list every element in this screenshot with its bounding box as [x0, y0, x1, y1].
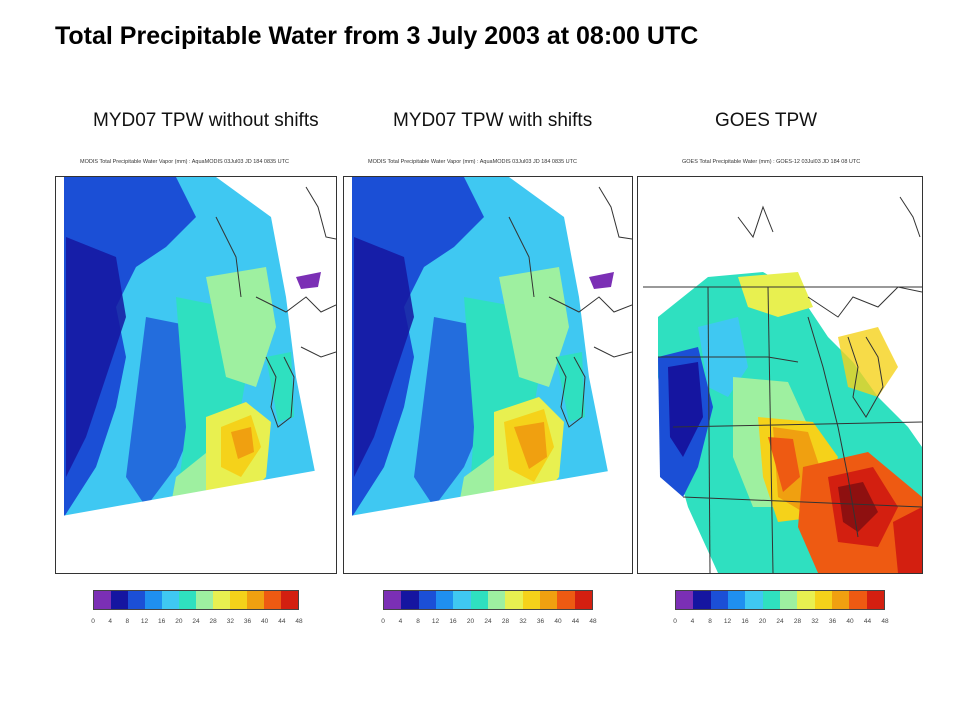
- colorbar-swatch: [727, 591, 746, 609]
- tick-label: 4: [398, 618, 403, 625]
- tick-label: 8: [708, 618, 712, 625]
- colorbar-swatch: [196, 591, 213, 609]
- panel-title: MYD07 TPW without shifts: [93, 110, 319, 131]
- tick-label: 4: [108, 618, 112, 625]
- colorbar-swatch: [111, 591, 128, 609]
- colorbar-swatch: [487, 591, 506, 609]
- colorbar: [675, 590, 885, 610]
- colorbar-swatch: [574, 591, 592, 609]
- colorbar-swatch: [849, 591, 867, 609]
- tick-label: 44: [863, 618, 872, 625]
- colorbar-swatch: [281, 591, 298, 609]
- colorbar-swatch: [384, 591, 402, 609]
- tick-label: 36: [536, 618, 545, 625]
- colorbar-swatch: [470, 591, 488, 609]
- tick-label: 20: [466, 618, 475, 625]
- colorbar-swatch: [213, 591, 230, 609]
- tick-label: 4: [690, 618, 695, 625]
- tick-label: 24: [192, 618, 200, 625]
- tick-label: 44: [278, 618, 286, 625]
- slide-title: Total Precipitable Water from 3 July 200…: [55, 22, 699, 50]
- tpw-map: [55, 176, 337, 574]
- colorbar-swatch: [676, 591, 694, 609]
- colorbar-swatch: [418, 591, 436, 609]
- panel-subtitle: GOES Total Precipitable Water (mm) : GOE…: [682, 159, 861, 165]
- colorbar-swatch: [128, 591, 145, 609]
- tick-label: 16: [741, 618, 749, 625]
- colorbar-swatch: [762, 591, 780, 609]
- colorbar-swatch: [230, 591, 247, 609]
- colorbar-swatch: [831, 591, 850, 609]
- tick-label: 40: [846, 618, 854, 625]
- tick-label: 48: [295, 618, 303, 625]
- tick-label: 16: [449, 618, 457, 625]
- colorbar-swatch: [557, 591, 575, 609]
- tpw-map: [637, 176, 923, 574]
- colorbar: [383, 590, 593, 610]
- colorbar-swatch: [179, 591, 196, 609]
- tick-label: 32: [519, 618, 527, 625]
- tick-label: 12: [723, 618, 732, 625]
- tick-label: 28: [793, 618, 802, 625]
- panel-title: GOES TPW: [715, 110, 818, 131]
- tick-label: 28: [209, 618, 217, 625]
- tick-label: 24: [776, 618, 784, 625]
- colorbar-swatch: [779, 591, 798, 609]
- colorbar-swatch: [435, 591, 454, 609]
- tick-label: 24: [484, 618, 492, 625]
- colorbar-swatch: [247, 591, 264, 609]
- tick-label: 32: [226, 618, 234, 625]
- colorbar-swatch: [264, 591, 281, 609]
- colorbar-swatch: [162, 591, 179, 609]
- tick-label: 0: [381, 618, 385, 625]
- tick-label: 40: [554, 618, 562, 625]
- tick-label: 12: [140, 618, 149, 625]
- tick-label: 40: [261, 618, 269, 625]
- tick-label: 8: [416, 618, 420, 625]
- colorbar-swatch: [145, 591, 162, 609]
- panel-subtitle: MODIS Total Precipitable Water Vapor (mm…: [80, 159, 289, 165]
- colorbar-swatch: [814, 591, 832, 609]
- colorbar-swatch: [522, 591, 540, 609]
- colorbar-swatch: [693, 591, 711, 609]
- tick-label: 36: [828, 618, 837, 625]
- tick-label: 28: [501, 618, 510, 625]
- colorbar-ticks: 0 4 8 12 16 20 24 28 32 36 40 44 48: [673, 618, 889, 628]
- tick-label: 12: [431, 618, 440, 625]
- tick-label: 20: [758, 618, 767, 625]
- colorbar-swatch: [797, 591, 815, 609]
- colorbar-swatch: [866, 591, 884, 609]
- tpw-map: [343, 176, 633, 574]
- colorbar-swatch: [745, 591, 763, 609]
- colorbar-swatch: [453, 591, 471, 609]
- colorbar-ticks: 0 4 8 12 16 20 24 28 32 36 40 44 48: [91, 618, 303, 628]
- colorbar-swatch: [94, 591, 111, 609]
- tick-label: 48: [881, 618, 889, 625]
- tick-label: 8: [125, 618, 130, 625]
- colorbar-ticks: 0 4 8 12 16 20 24 28 32 36 40 44 48: [381, 618, 597, 628]
- colorbar-swatch: [505, 591, 523, 609]
- panel-title: MYD07 TPW with shifts: [393, 110, 593, 131]
- tick-label: 0: [91, 618, 95, 625]
- tick-label: 44: [571, 618, 580, 625]
- tick-label: 0: [673, 618, 677, 625]
- colorbar-swatch: [710, 591, 728, 609]
- colorbar-swatch: [539, 591, 558, 609]
- tick-label: 48: [589, 618, 597, 625]
- panel-subtitle: MODIS Total Precipitable Water Vapor (mm…: [368, 159, 577, 165]
- tick-label: 20: [175, 618, 183, 625]
- colorbar-swatch: [401, 591, 419, 609]
- tick-label: 32: [811, 618, 819, 625]
- colorbar: [93, 590, 299, 610]
- tick-label: 36: [243, 618, 252, 625]
- tick-label: 16: [158, 618, 166, 625]
